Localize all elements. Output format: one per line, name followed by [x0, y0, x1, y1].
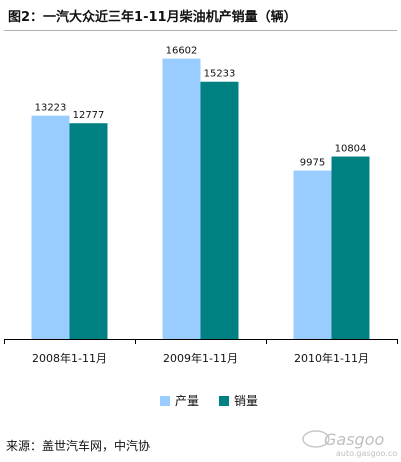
bar-chart: 13223 12777 2008年1-11月 16602 15233 2009年1-11月…: [4, 46, 398, 365]
title-divider: [4, 30, 397, 31]
data-label: 16602: [166, 46, 198, 57]
watermark-swoosh-icon: [302, 430, 330, 448]
bar-sales: [331, 156, 370, 339]
legend-label-sales: 销量: [234, 394, 259, 408]
source-note: 来源：盖世汽车网，中汽协: [6, 439, 151, 453]
chart-legend: 产量 销量: [0, 392, 401, 412]
bar-production: [162, 58, 201, 340]
x-tick-label: 2009年1-11月: [163, 351, 238, 365]
legend-label-production: 产量: [175, 394, 200, 408]
bar-sales: [200, 81, 239, 339]
bar-production: [31, 115, 70, 339]
x-tick-label: 2010年1-11月: [294, 351, 369, 365]
data-label: 12777: [73, 110, 105, 121]
page-title: 图2：一汽大众近三年1-11月柴油机产销量（辆）: [8, 10, 297, 25]
bar-sales: [69, 123, 108, 339]
watermark-brand: Gasgoo: [324, 430, 384, 449]
legend-swatch-sales: [219, 395, 229, 406]
bar-production: [293, 170, 332, 339]
gasgoo-watermark: Gasgoo auto.gasgoo.com: [302, 430, 398, 458]
legend-swatch-production: [160, 395, 170, 406]
data-label: 10804: [335, 144, 367, 155]
data-label: 13223: [35, 103, 67, 114]
legend-item-sales: 销量: [219, 392, 258, 409]
watermark-url: auto.gasgoo.com: [336, 449, 398, 458]
x-tick-label: 2008年1-11月: [32, 351, 107, 365]
data-label: 9975: [300, 158, 325, 169]
data-label: 15233: [204, 69, 236, 80]
legend-item-production: 产量: [160, 392, 199, 409]
